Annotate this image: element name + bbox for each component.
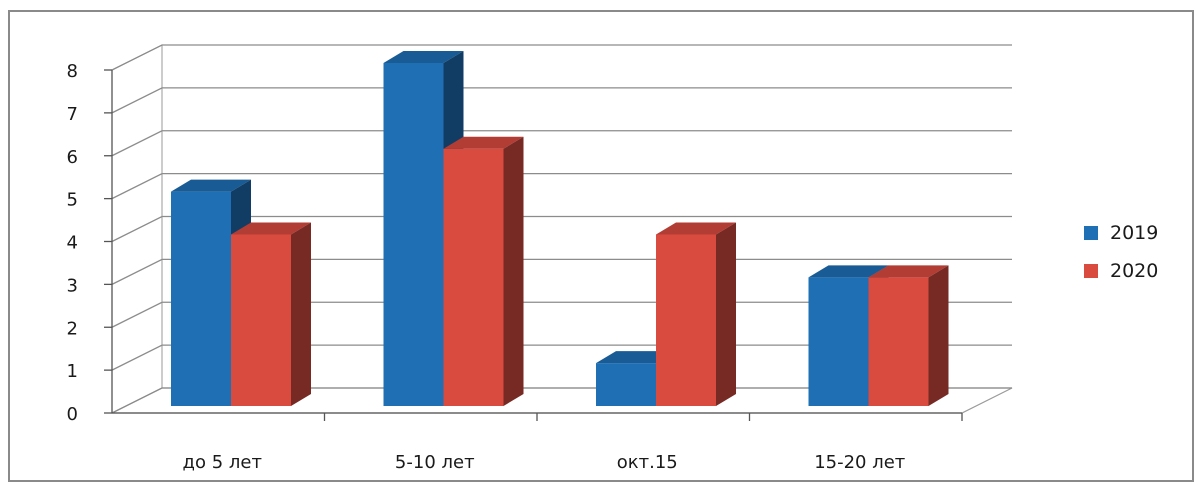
bar-front bbox=[383, 63, 444, 406]
bar-top bbox=[231, 222, 311, 235]
bar-2020-1 bbox=[443, 136, 524, 406]
x-tick-label: 15-20 лет bbox=[814, 452, 905, 473]
y-tick-label: 0 bbox=[67, 404, 78, 425]
bar-2020-2 bbox=[656, 222, 736, 406]
x-axis: до 5 лет 5-10 лет окт.15 15-20 лет bbox=[112, 412, 963, 473]
gridline bbox=[111, 44, 1012, 71]
gridline bbox=[111, 215, 1012, 243]
legend: 2019 2020 bbox=[1084, 222, 1158, 282]
bar-side bbox=[291, 222, 311, 406]
bar-2020-3 bbox=[868, 265, 949, 406]
y-tick-label: 3 bbox=[67, 275, 78, 296]
x-tick-label: 5-10 лет bbox=[395, 452, 475, 473]
bar-front bbox=[868, 277, 929, 406]
bar-front bbox=[171, 191, 231, 406]
bar-front bbox=[443, 148, 504, 406]
bar-top bbox=[443, 136, 524, 149]
bar-top bbox=[656, 222, 736, 235]
y-tick-label: 7 bbox=[67, 104, 78, 125]
y-tick-label: 4 bbox=[67, 233, 78, 254]
legend-label: 2020 bbox=[1110, 260, 1158, 282]
x-tick-label: окт.15 bbox=[617, 452, 678, 473]
bar-front bbox=[808, 277, 869, 406]
bar-2020-0 bbox=[231, 222, 311, 406]
legend-label: 2019 bbox=[1110, 222, 1158, 244]
gridline bbox=[111, 87, 1012, 114]
y-tick-label: 6 bbox=[67, 147, 78, 168]
bar-front bbox=[231, 234, 291, 406]
gridline bbox=[111, 172, 1012, 200]
bar-top bbox=[171, 179, 251, 192]
bar-top bbox=[868, 265, 949, 278]
bar-front bbox=[596, 363, 656, 406]
bar-top bbox=[808, 265, 889, 278]
x-tick-label: до 5 лет bbox=[183, 452, 262, 473]
bar-side bbox=[716, 222, 736, 406]
bars bbox=[171, 51, 949, 406]
legend-swatch bbox=[1084, 226, 1098, 240]
y-tick-label: 2 bbox=[67, 318, 78, 339]
gridline bbox=[111, 130, 1012, 157]
bar-2019-1 bbox=[383, 51, 464, 406]
bar-side bbox=[928, 265, 949, 406]
bar-top bbox=[383, 51, 464, 63]
y-tick-label: 8 bbox=[67, 61, 78, 82]
y-tick-label: 1 bbox=[67, 361, 78, 382]
legend-swatch bbox=[1084, 264, 1098, 278]
y-axis: 0 1 2 3 4 5 6 7 8 bbox=[67, 61, 113, 425]
y-tick-label: 5 bbox=[67, 190, 78, 211]
bar-side bbox=[503, 136, 524, 406]
bar-front bbox=[656, 234, 716, 406]
